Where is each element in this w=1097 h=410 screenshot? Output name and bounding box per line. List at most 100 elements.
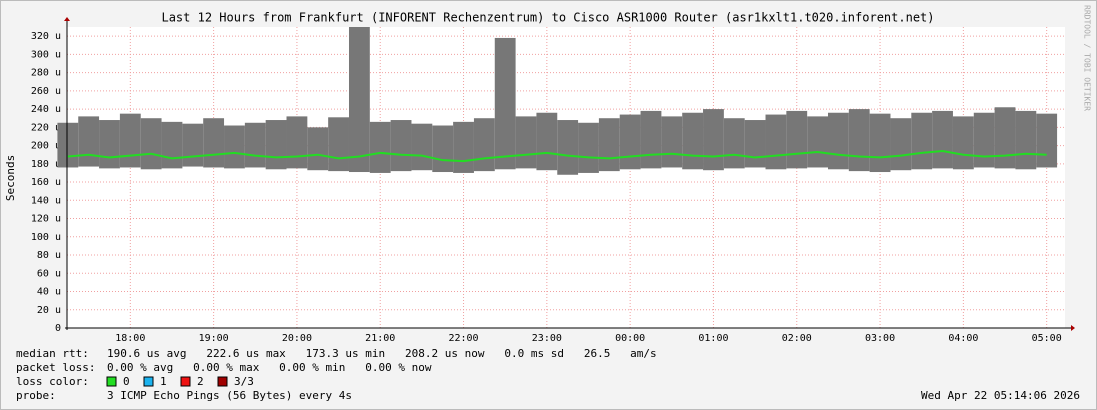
- smoke-band: [453, 121, 474, 173]
- y-tick-label: 180 u: [31, 159, 61, 170]
- legend-stats: 0.00 % avg 0.00 % max 0.00 % min 0.00 % …: [107, 361, 432, 374]
- loss-swatch: [106, 376, 117, 387]
- smoke-band: [598, 118, 620, 172]
- smoke-band: [723, 118, 745, 169]
- y-tick-label: 320 u: [31, 31, 61, 42]
- smoke-band: [244, 122, 266, 168]
- smoke-band: [827, 112, 849, 170]
- smoke-band: [515, 116, 537, 169]
- arrow: [1071, 325, 1075, 331]
- smoke-band: [182, 123, 204, 167]
- smoke-band: [952, 116, 974, 170]
- loss-label: 1: [160, 375, 167, 388]
- y-axis-label: Seconds: [4, 155, 17, 201]
- loss-label: 2: [197, 375, 204, 388]
- loss-label: 3/3: [234, 375, 254, 388]
- smoke-band: [369, 121, 391, 173]
- x-tick-label: 03:00: [865, 333, 895, 344]
- smoke-band: [432, 125, 454, 173]
- smoke-band: [661, 116, 683, 168]
- y-tick-label: 300 u: [31, 49, 61, 60]
- y-tick-label: 240 u: [31, 104, 61, 115]
- loss-swatch: [143, 376, 154, 387]
- smoke-band: [765, 114, 787, 170]
- x-tick-label: 19:00: [199, 333, 229, 344]
- smoke-band: [348, 27, 370, 173]
- smoke-band: [119, 113, 141, 168]
- smoke-band: [682, 112, 704, 170]
- smoke-band: [494, 37, 516, 170]
- y-tick-label: 60 u: [37, 268, 61, 279]
- smoke-band: [411, 123, 433, 171]
- smoke-band: [619, 114, 641, 170]
- x-tick-label: 02:00: [782, 333, 812, 344]
- y-tick-label: 280 u: [31, 68, 61, 79]
- x-tick-label: 23:00: [532, 333, 562, 344]
- smoke-band: [703, 109, 724, 171]
- smoke-band: [390, 120, 412, 172]
- smoke-band: [307, 127, 329, 171]
- median-line: [67, 150, 1047, 163]
- smoke-band: [99, 120, 120, 169]
- smoke-band: [744, 120, 766, 168]
- smoke-band: [578, 122, 599, 173]
- chart-title: Last 12 Hours from Frankfurt (INFORENT R…: [161, 11, 934, 25]
- smoke-band: [203, 118, 225, 168]
- probe-text: 3 ICMP Echo Pings (56 Bytes) every 4s: [107, 389, 352, 402]
- smoke-band: [786, 110, 808, 169]
- loss-label: 0: [123, 375, 130, 388]
- smoke-band: [640, 110, 662, 169]
- x-tick-label: 05:00: [1032, 333, 1062, 344]
- y-tick-label: 100 u: [31, 232, 61, 243]
- x-tick-label: 01:00: [698, 333, 728, 344]
- x-tick-label: 22:00: [448, 333, 478, 344]
- smoke-band: [286, 116, 308, 169]
- plot-area: [67, 27, 1065, 328]
- smoke-band: [140, 118, 162, 170]
- smoke-band: [973, 112, 995, 168]
- y-tick-label: 0: [55, 323, 61, 334]
- x-tick-label: 20:00: [282, 333, 312, 344]
- smoke-band: [911, 112, 933, 170]
- smoke-band: [557, 120, 579, 175]
- smoke-band: [994, 107, 1016, 169]
- x-tick-label: 00:00: [615, 333, 645, 344]
- x-tick-label: 18:00: [115, 333, 145, 344]
- smoke-band: [932, 110, 953, 169]
- date-text: Wed Apr 22 05:14:06 2026: [921, 389, 1080, 402]
- smoke-band: [1015, 110, 1037, 170]
- x-tick-label: 04:00: [948, 333, 978, 344]
- y-tick-label: 260 u: [31, 86, 61, 97]
- y-tick-label: 160 u: [31, 177, 61, 188]
- y-tick-label: 80 u: [37, 250, 61, 261]
- y-tick-label: 140 u: [31, 195, 61, 206]
- legend-stats: 190.6 us avg 222.6 us max 173.3 us min 2…: [107, 347, 657, 360]
- side-label: RRDTOOL / TOBI OETIKER: [1083, 5, 1092, 111]
- legend-label: packet loss:: [16, 361, 95, 374]
- smoke-band: [473, 118, 495, 172]
- smoke-band: [1036, 113, 1058, 168]
- x-tick-label: 21:00: [365, 333, 395, 344]
- smoke-band: [328, 117, 349, 172]
- smoke-band: [224, 125, 245, 169]
- y-tick-label: 220 u: [31, 122, 61, 133]
- legend-label: median rtt:: [16, 347, 89, 360]
- loss-swatch: [217, 376, 228, 387]
- smoke-band: [161, 121, 183, 169]
- y-tick-label: 200 u: [31, 141, 61, 152]
- arrow: [64, 17, 70, 21]
- smoke-band: [536, 112, 558, 171]
- smoke-band: [890, 118, 912, 171]
- legend-label: loss color:: [16, 375, 89, 388]
- smoke-band: [78, 116, 100, 167]
- smoke-band: [57, 122, 79, 168]
- smoke-band: [848, 109, 870, 172]
- smoke-band: [265, 120, 287, 170]
- loss-swatch: [180, 376, 191, 387]
- y-tick-label: 20 u: [37, 305, 61, 316]
- legend-label: probe:: [16, 389, 56, 402]
- smoke-band: [869, 113, 891, 173]
- y-tick-label: 40 u: [37, 287, 61, 298]
- smoke-band: [807, 116, 828, 168]
